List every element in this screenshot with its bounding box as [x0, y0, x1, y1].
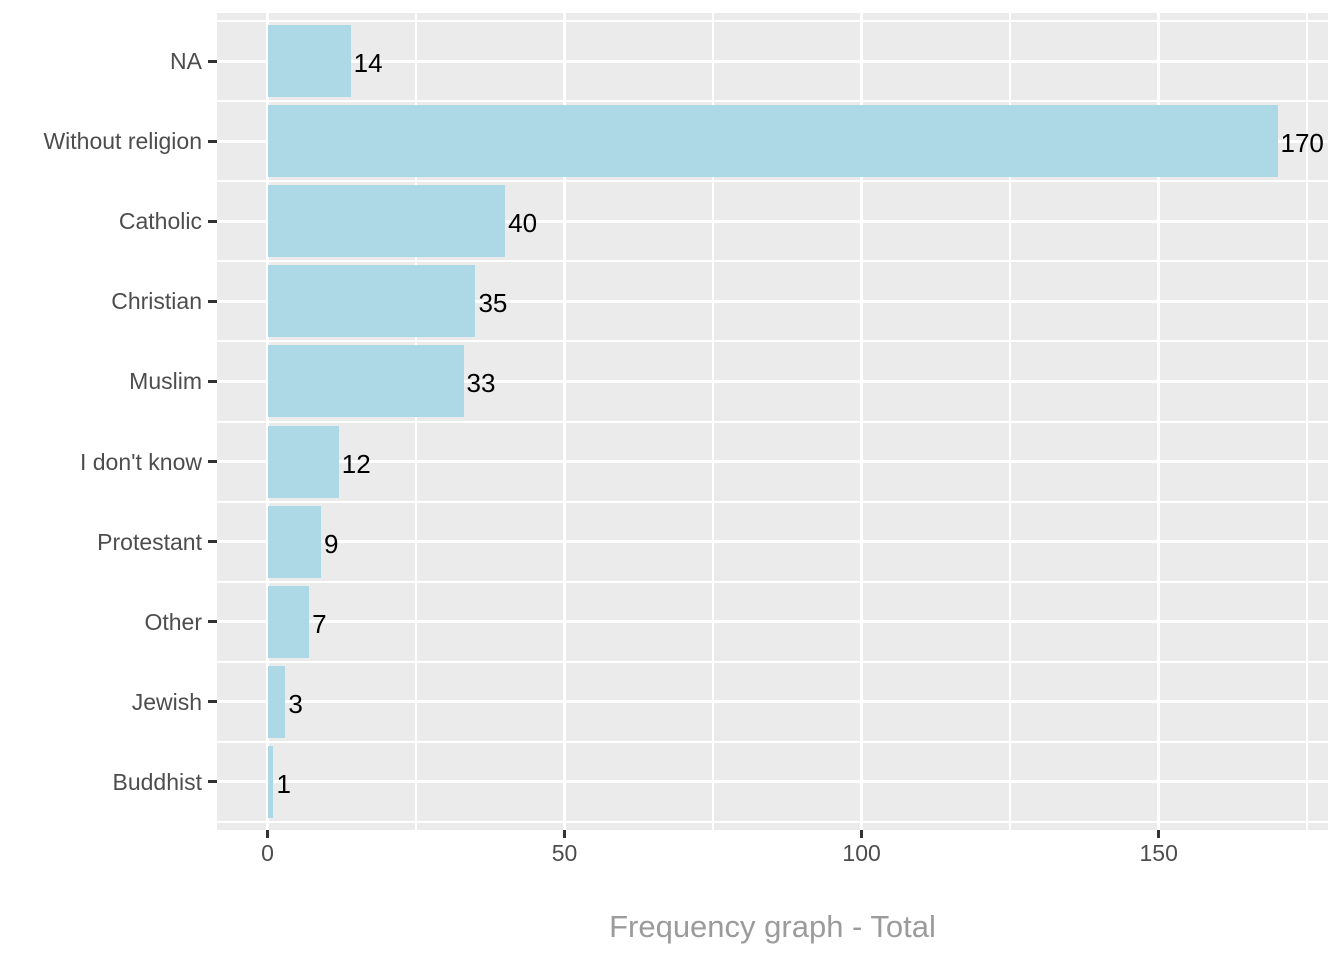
bar-value-label: 40: [508, 208, 538, 239]
grid-major-horizontal: [217, 620, 1328, 624]
grid-minor-horizontal: [217, 660, 1328, 663]
grid-major-horizontal: [217, 379, 1328, 383]
grid-major-horizontal: [217, 59, 1328, 63]
bar-value-label: 170: [1280, 128, 1324, 159]
bar-value-label: 7: [312, 608, 327, 639]
bar-value-label: 9: [323, 528, 339, 559]
y-axis-tick: [208, 460, 217, 464]
bar-muslim: [267, 345, 464, 418]
grid-minor-horizontal: [217, 821, 1328, 823]
y-axis-category-label: Jewish: [131, 688, 202, 715]
bar-i-don-t-know: [267, 425, 339, 498]
y-axis-category-label: Muslim: [129, 368, 202, 395]
y-axis-category-label: I don't know: [79, 448, 202, 475]
y-axis-category-label: NA: [170, 48, 202, 75]
grid-major-horizontal: [217, 700, 1328, 704]
grid-minor-horizontal: [217, 420, 1328, 423]
x-axis-tick-label: 150: [1139, 840, 1178, 866]
grid-minor-horizontal: [217, 100, 1328, 103]
grid-minor-horizontal: [217, 180, 1328, 183]
x-axis-tick-label: 0: [261, 840, 274, 866]
y-axis-category-label: Christian: [111, 288, 202, 315]
bar-value-label: 35: [478, 288, 508, 319]
x-axis-tick-label: 50: [551, 840, 578, 866]
y-axis-category-label: Buddhist: [112, 768, 202, 795]
y-axis-tick: [208, 299, 217, 303]
bar-jewish: [267, 665, 286, 738]
bar-value-label: 14: [353, 48, 383, 79]
y-axis-tick: [208, 139, 217, 143]
grid-major-horizontal: [217, 780, 1328, 784]
grid-major-horizontal: [217, 540, 1328, 544]
x-axis-tick-label: 100: [842, 840, 881, 866]
y-axis-tick: [208, 379, 217, 383]
bar-buddhist: [267, 745, 274, 818]
grid-major-horizontal: [217, 460, 1328, 464]
grid-minor-horizontal: [217, 580, 1328, 583]
x-axis-tick: [1157, 830, 1161, 838]
bar-value-label: 3: [288, 688, 303, 719]
bar-without-religion: [267, 105, 1278, 178]
x-axis-tick: [563, 830, 567, 838]
y-axis-tick: [208, 700, 217, 704]
grid-major-horizontal: [217, 219, 1328, 223]
bar-other: [267, 585, 310, 658]
y-axis-category-label: Other: [144, 608, 202, 635]
bar-value-label: 12: [341, 448, 371, 479]
grid-minor-horizontal: [217, 20, 1328, 22]
x-axis-tick: [266, 830, 269, 838]
bar-value-label: 33: [466, 368, 496, 399]
bar-value-label: 1: [276, 768, 291, 799]
x-axis-title: Frequency graph - Total: [609, 909, 936, 944]
y-axis-category-label: Protestant: [97, 528, 202, 555]
y-axis-tick: [208, 620, 217, 624]
bar-na: [267, 25, 351, 98]
bar-protestant: [267, 505, 321, 578]
grid-minor-horizontal: [217, 340, 1328, 343]
grid-minor-horizontal: [217, 500, 1328, 503]
y-axis-tick: [208, 219, 217, 223]
bar-christian: [267, 265, 476, 338]
y-axis-category-label: Without religion: [43, 128, 202, 155]
grid-major-horizontal: [217, 299, 1328, 303]
bar-catholic: [267, 185, 506, 258]
y-axis-tick: [208, 780, 217, 784]
y-axis-tick: [208, 59, 217, 63]
y-axis-tick: [208, 540, 217, 544]
x-axis-tick: [860, 830, 864, 838]
grid-minor-horizontal: [217, 260, 1328, 263]
grid-minor-horizontal: [217, 740, 1328, 743]
y-axis-category-label: Catholic: [118, 208, 202, 235]
plot-panel: [217, 13, 1328, 830]
